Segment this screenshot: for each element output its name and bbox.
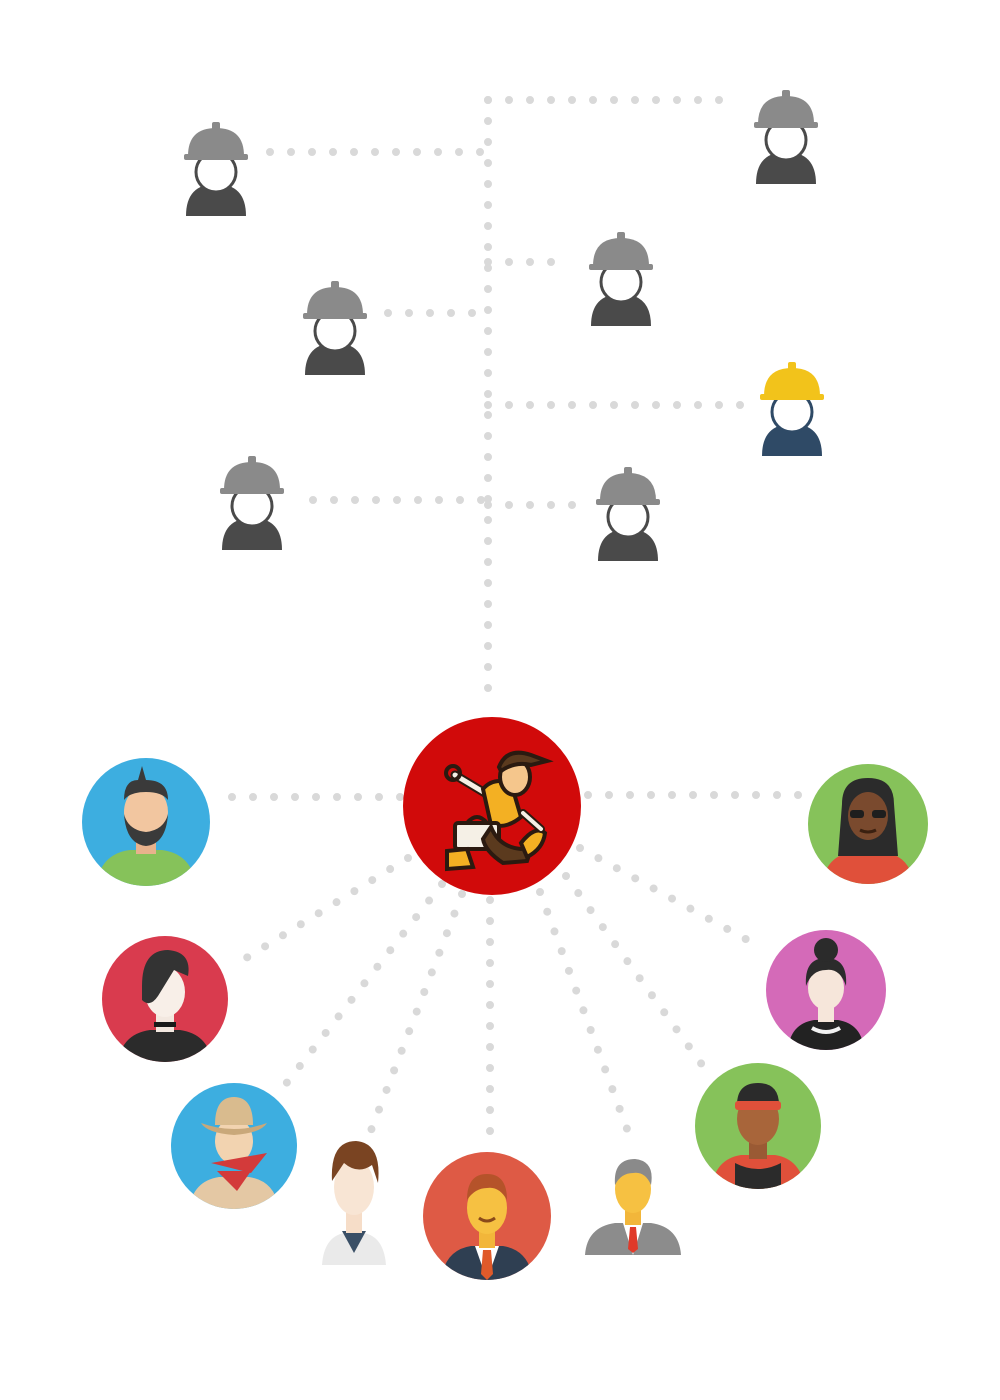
client-gray-haired-man [583,1153,683,1255]
worker-gray-1 [180,122,252,220]
spoke-line-emo [226,854,412,972]
spoke-line-young-man [366,890,466,1137]
client-athlete [695,1063,821,1189]
hardhat-worker-icon [220,456,284,550]
worker-gray-3 [585,232,657,330]
spoke-line-cowboy [281,880,446,1089]
hardhat-worker-icon [754,90,818,184]
worker-gray-4 [299,281,371,379]
spoke-line-athlete [562,872,712,1077]
cowboy-avatar-icon [171,1083,297,1209]
client-dreadlocks-woman [808,764,928,884]
bearded-man-avatar-icon [82,758,210,886]
hardhat-worker-icon [760,362,824,456]
client-updo-woman [766,930,886,1050]
worker-mascot-hub [403,717,581,895]
athlete-headband-avatar-icon [695,1063,821,1189]
spoke-line-gray-haired [536,888,638,1152]
gray-haired-man-avatar-icon [585,1159,681,1255]
worker-gray-6 [592,467,664,565]
hardhat-worker-icon [589,232,653,326]
client-cowboy [171,1083,297,1209]
client-emo-woman [102,936,228,1062]
worker-gray-5 [216,456,288,554]
worker-yellow [756,362,828,460]
client-businessman [423,1152,551,1280]
dreadlocks-woman-avatar-icon [808,764,928,884]
emo-woman-avatar-icon [102,936,228,1062]
hardhat-worker-icon [184,122,248,216]
businessman-avatar-icon [423,1152,551,1280]
worker-gray-2 [750,90,822,188]
spoke-line-updo [576,844,766,952]
hardhat-worker-icon [596,467,660,561]
worker-with-toolbox-icon [403,717,581,895]
client-bearded-man [82,758,210,886]
young-man-avatar-icon [322,1141,386,1265]
hardhat-worker-icon [303,281,367,375]
updo-woman-avatar-icon [766,930,886,1050]
client-young-man [316,1133,392,1265]
